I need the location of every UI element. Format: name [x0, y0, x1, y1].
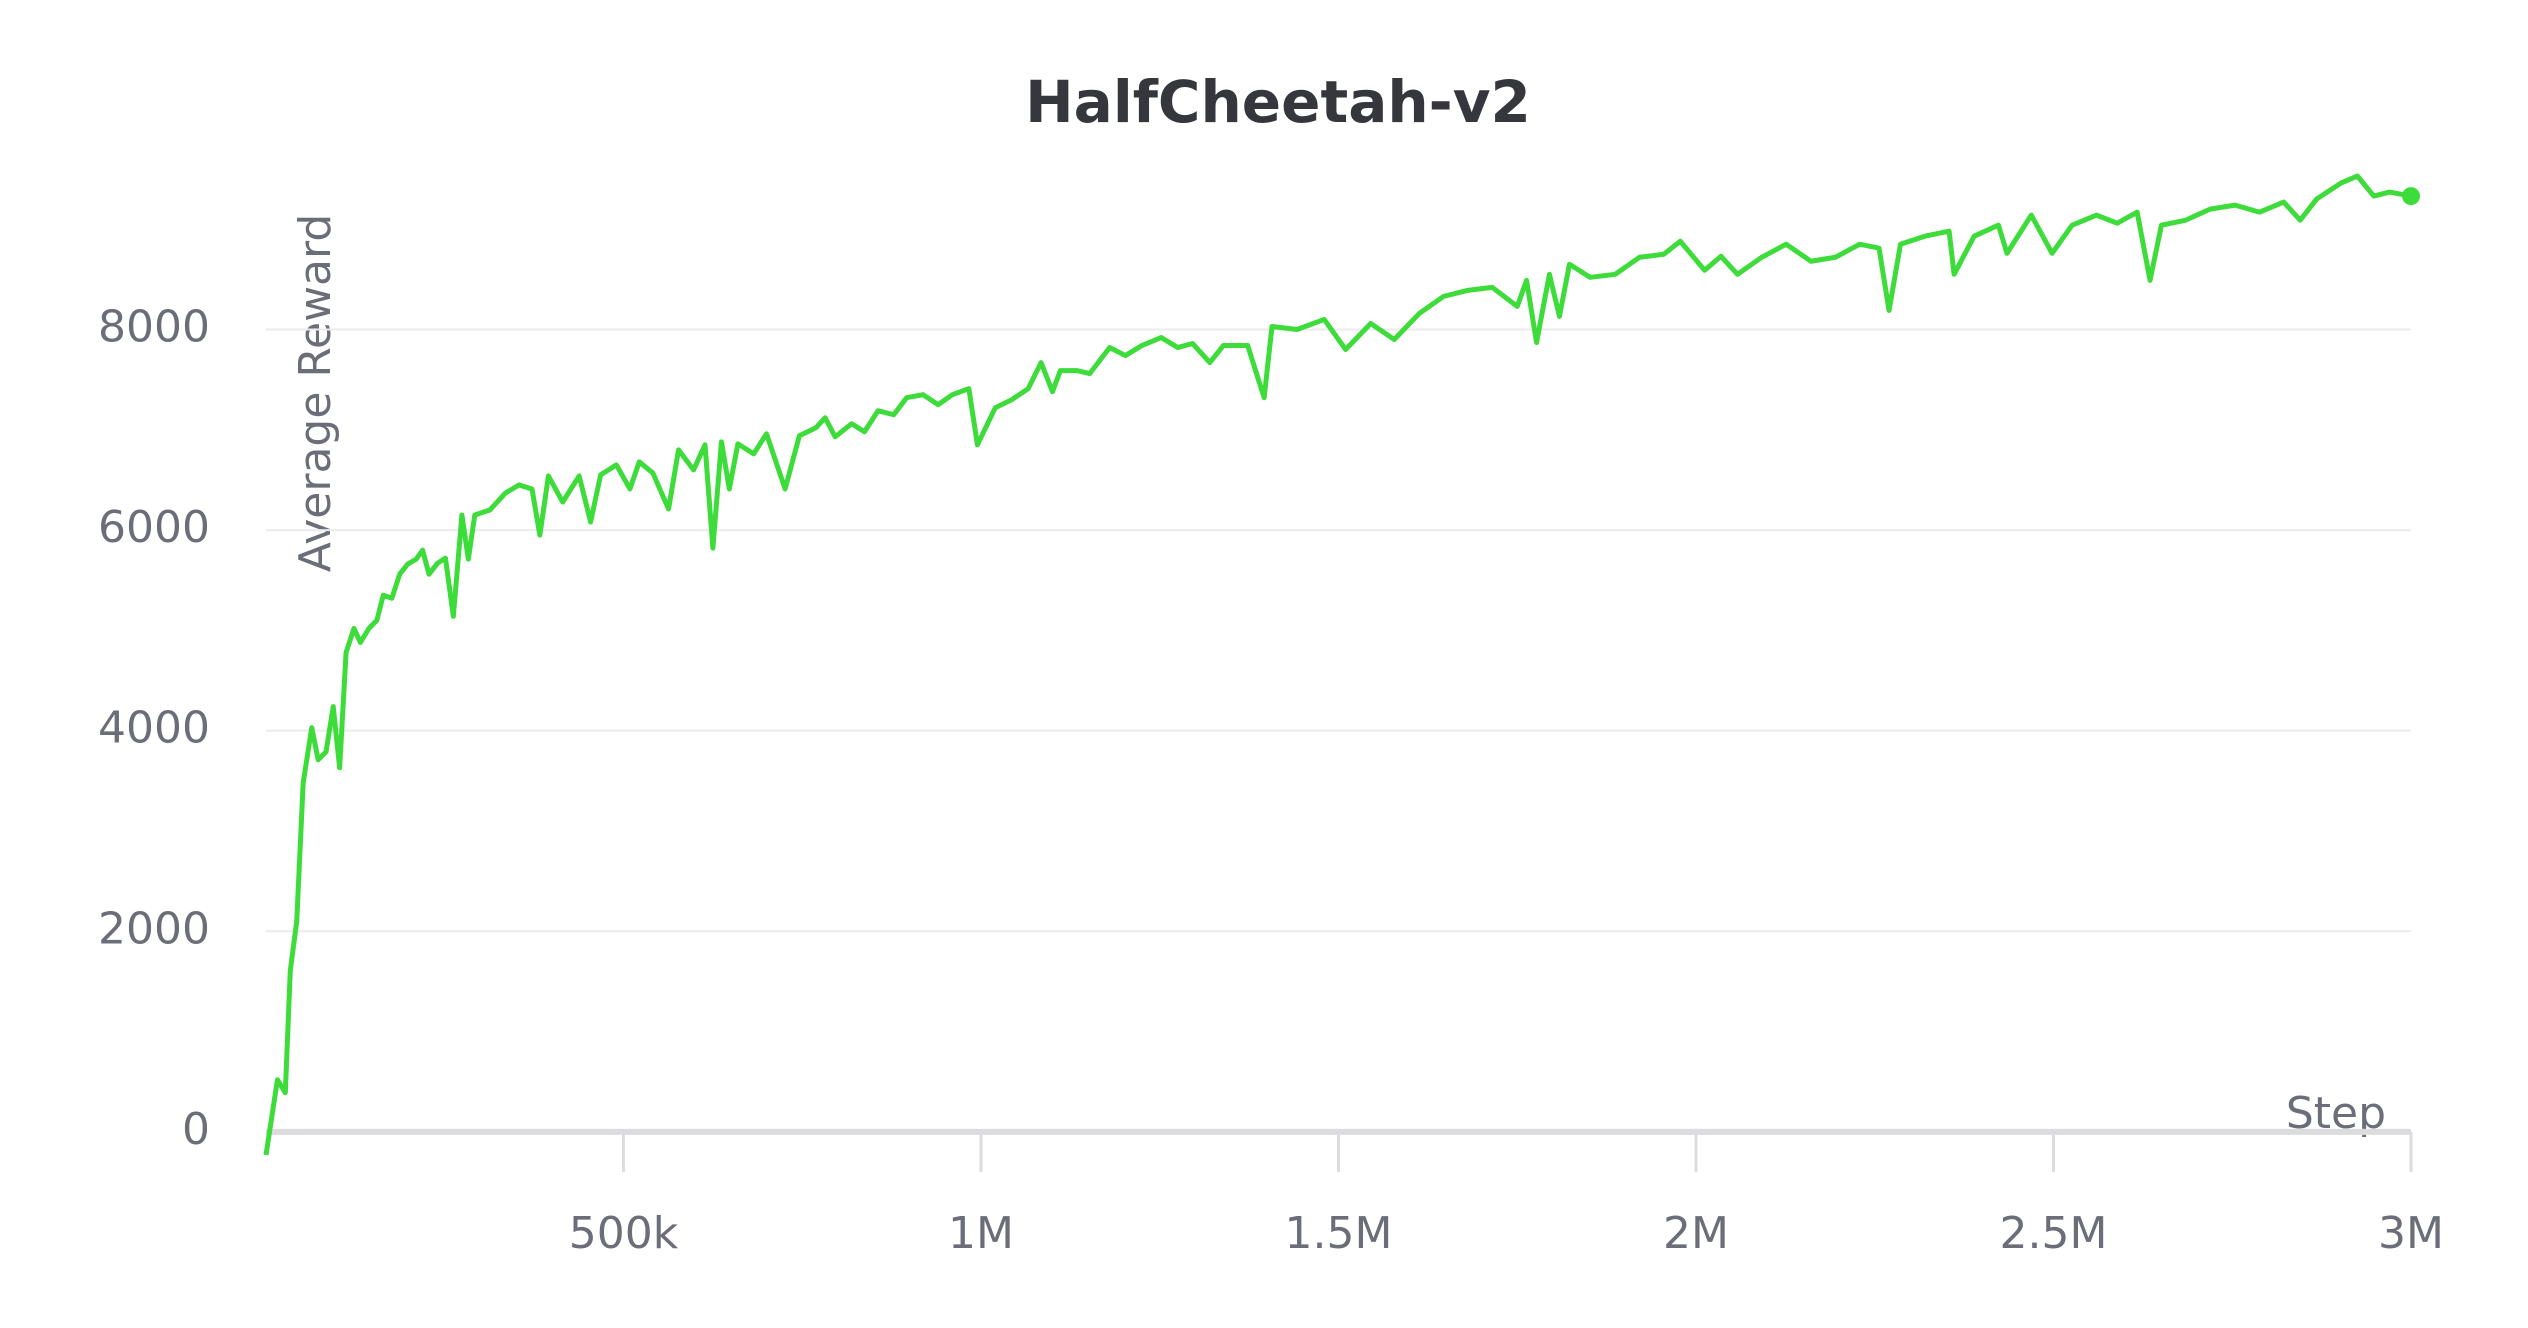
y-axis-label: Average Reward [290, 214, 341, 573]
x-tick-label: 3M [2378, 1208, 2444, 1259]
end-point [2402, 187, 2420, 206]
y-tick-label: 4000 [98, 703, 210, 754]
x-tick-label: 1.5M [1285, 1208, 1393, 1259]
y-tick-label: 6000 [98, 502, 210, 553]
x-tick-label: 2.5M [2000, 1208, 2108, 1259]
line-series [263, 173, 2412, 1156]
x-tick-label: 2M [1663, 1208, 1729, 1259]
x-tick-label: 500k [569, 1208, 679, 1259]
chart-title: HalfCheetah-v2 [1025, 68, 1531, 136]
x-tick-label: 1M [948, 1208, 1014, 1259]
y-tick-label: 8000 [98, 301, 210, 352]
y-tick-label: 2000 [98, 903, 210, 954]
y-tick-label: 0 [182, 1104, 210, 1155]
